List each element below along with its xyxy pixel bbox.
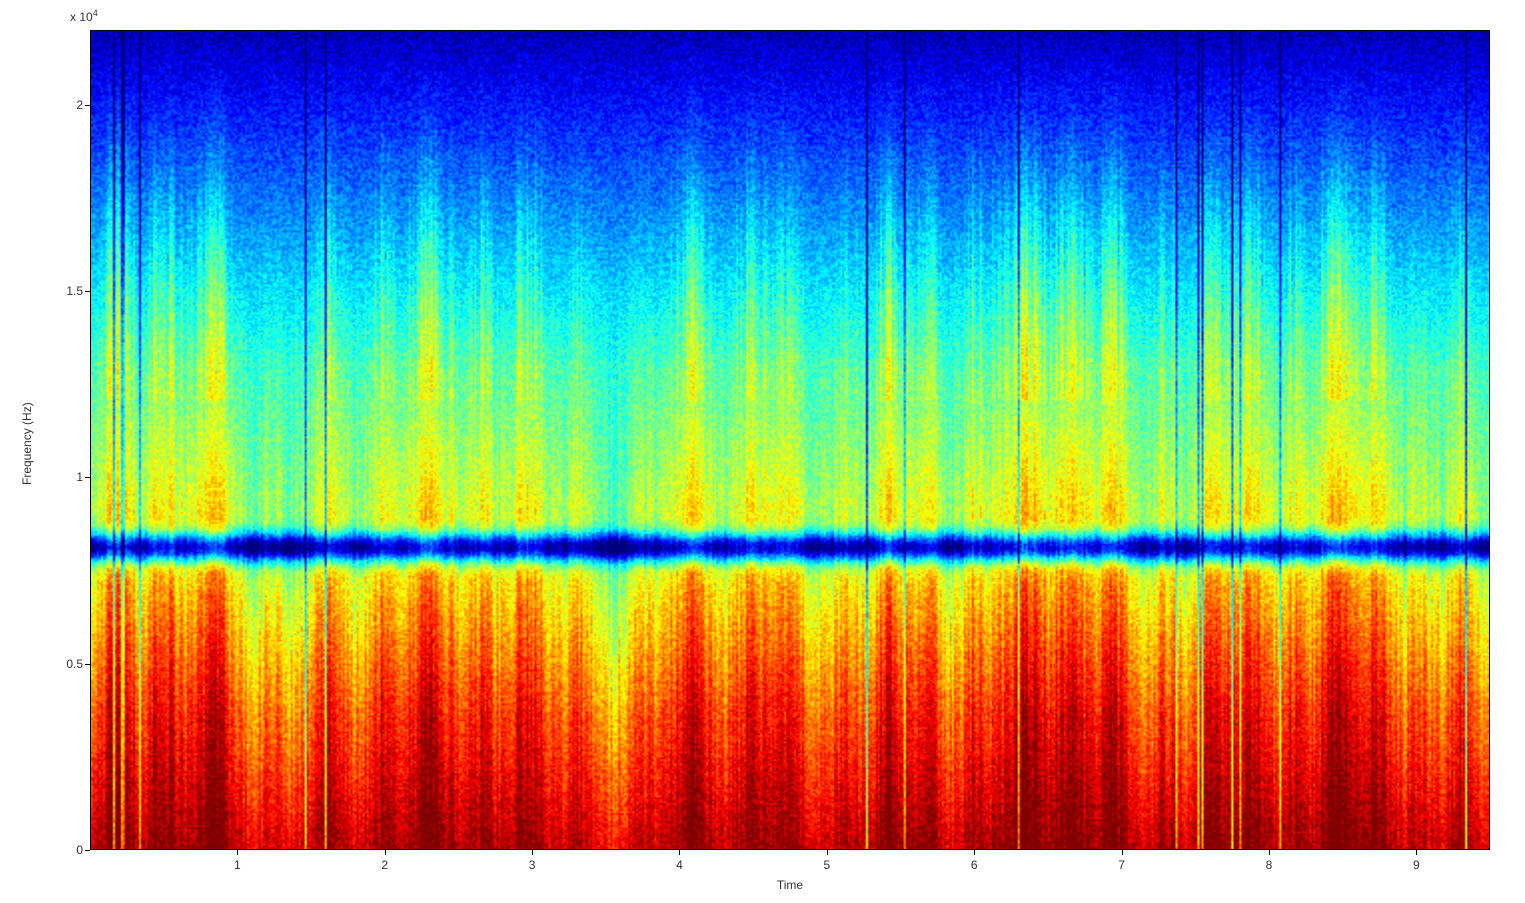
tick-mark: [827, 850, 828, 855]
tick-mark: [85, 664, 90, 665]
tick-mark: [1122, 850, 1123, 855]
x-tick-label: 6: [971, 858, 978, 872]
tick-mark: [1269, 850, 1270, 855]
y-axis-title: Frequency (Hz): [20, 402, 34, 485]
tick-mark: [532, 850, 533, 855]
tick-mark: [237, 850, 238, 855]
tick-mark: [974, 850, 975, 855]
y-exp-prefix: x 10: [70, 10, 93, 24]
tick-mark: [85, 850, 90, 851]
y-tick-label: 0: [45, 843, 83, 857]
x-axis-title: Time: [777, 878, 803, 892]
tick-mark: [385, 850, 386, 855]
y-exp-power: 4: [93, 8, 98, 18]
spectrogram-canvas: [91, 31, 1489, 849]
x-tick-label: 3: [529, 858, 536, 872]
tick-mark: [85, 105, 90, 106]
x-tick-label: 2: [381, 858, 388, 872]
x-tick-label: 9: [1413, 858, 1420, 872]
y-tick-label: 1: [45, 470, 83, 484]
y-tick-label: 1.5: [45, 284, 83, 298]
tick-mark: [1416, 850, 1417, 855]
tick-mark: [85, 291, 90, 292]
x-tick-label: 7: [1118, 858, 1125, 872]
y-tick-label: 0.5: [45, 657, 83, 671]
y-tick-label: 2: [45, 98, 83, 112]
tick-mark: [85, 477, 90, 478]
plot-area: [90, 30, 1490, 850]
spectrogram-figure: x 104 Frequency (Hz) Time 12345678900.51…: [0, 0, 1525, 903]
x-tick-label: 8: [1266, 858, 1273, 872]
y-axis-exponent: x 104: [70, 8, 98, 24]
x-tick-label: 1: [234, 858, 241, 872]
x-tick-label: 4: [676, 858, 683, 872]
tick-mark: [679, 850, 680, 855]
x-tick-label: 5: [823, 858, 830, 872]
